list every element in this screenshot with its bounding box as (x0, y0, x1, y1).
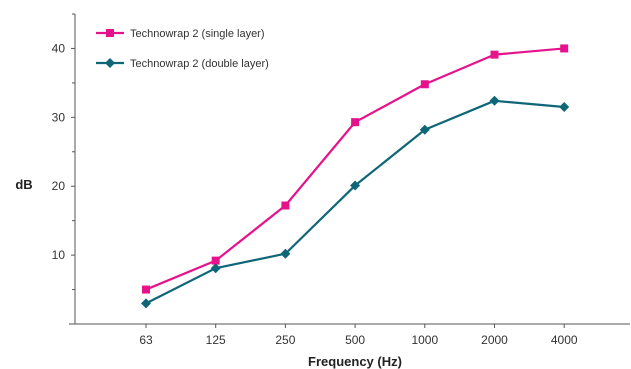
data-point (141, 298, 151, 309)
x-tick-label: 500 (345, 333, 365, 347)
data-point (210, 263, 221, 274)
data-point (350, 180, 361, 191)
data-point (280, 248, 291, 259)
y-tick-label: 40 (52, 41, 66, 55)
x-tick-label: 4000 (551, 333, 578, 347)
data-point (560, 44, 569, 53)
data-point (420, 80, 429, 89)
y-tick-label: 20 (52, 179, 66, 193)
x-tick-label: 63 (139, 333, 153, 347)
data-point (351, 118, 360, 127)
y-axis-title: dB (15, 177, 32, 192)
x-tick-label: 250 (275, 333, 295, 347)
y-tick-label: 10 (52, 248, 66, 262)
legend-label: Technowrap 2 (double layer) (130, 58, 269, 70)
axes (69, 13, 630, 328)
x-tick-label: 2000 (481, 333, 508, 347)
y-tick-label: 30 (52, 110, 66, 124)
x-tick-label: 125 (206, 333, 226, 347)
series-line (145, 47, 565, 291)
series-1 (142, 44, 569, 294)
legend-label: Technowrap 2 (single layer) (130, 28, 265, 40)
series-line (145, 99, 565, 305)
data-point (559, 102, 570, 112)
legend-item-2: Technowrap 2 (double layer) (96, 58, 269, 70)
legend-item-1: Technowrap 2 (single layer) (96, 28, 265, 40)
data-point (211, 256, 220, 265)
data-point (490, 50, 499, 59)
x-tick-label: 1000 (411, 333, 438, 347)
series-2 (141, 95, 570, 309)
legend: Technowrap 2 (single layer) Technowrap 2 … (96, 28, 269, 70)
legend-marker (106, 29, 114, 37)
data-point (419, 124, 430, 135)
tick-labels: 10 20 30 40 63 125 250 500 1000 2000 4000 (52, 41, 578, 347)
data-point (142, 285, 150, 294)
legend-marker (105, 58, 115, 68)
data-point (489, 95, 500, 106)
data-point (281, 201, 290, 210)
series-layer (141, 44, 570, 309)
x-axis-title: Frequency (Hz) (308, 354, 402, 369)
